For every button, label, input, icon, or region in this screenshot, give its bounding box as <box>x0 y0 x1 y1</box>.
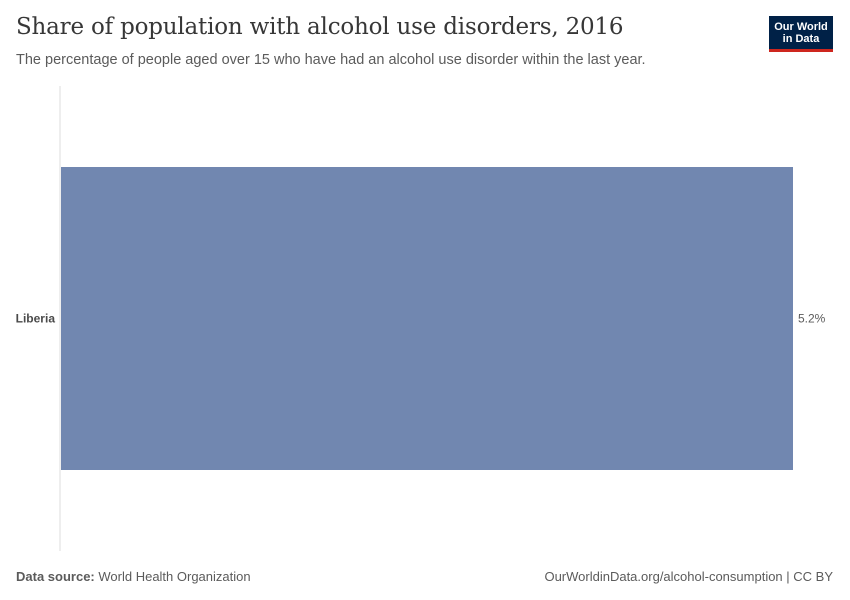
chart-subtitle: The percentage of people aged over 15 wh… <box>16 52 646 68</box>
logo-line-2: in Data <box>782 33 820 45</box>
data-source-value: World Health Organization <box>98 569 251 584</box>
category-label: Liberia <box>16 312 56 326</box>
data-source-label: Data source: <box>16 569 95 584</box>
logo-line-1: Our World <box>774 21 828 33</box>
value-label: 5.2% <box>798 312 826 326</box>
chart-title: Share of population with alcohol use dis… <box>16 14 624 40</box>
bar-liberia[interactable] <box>61 167 793 470</box>
data-source: Data source: World Health Organization <box>16 569 251 584</box>
owid-logo[interactable]: Our World in Data <box>769 16 833 52</box>
source-url[interactable]: OurWorldinData.org/alcohol-consumption |… <box>544 569 833 584</box>
